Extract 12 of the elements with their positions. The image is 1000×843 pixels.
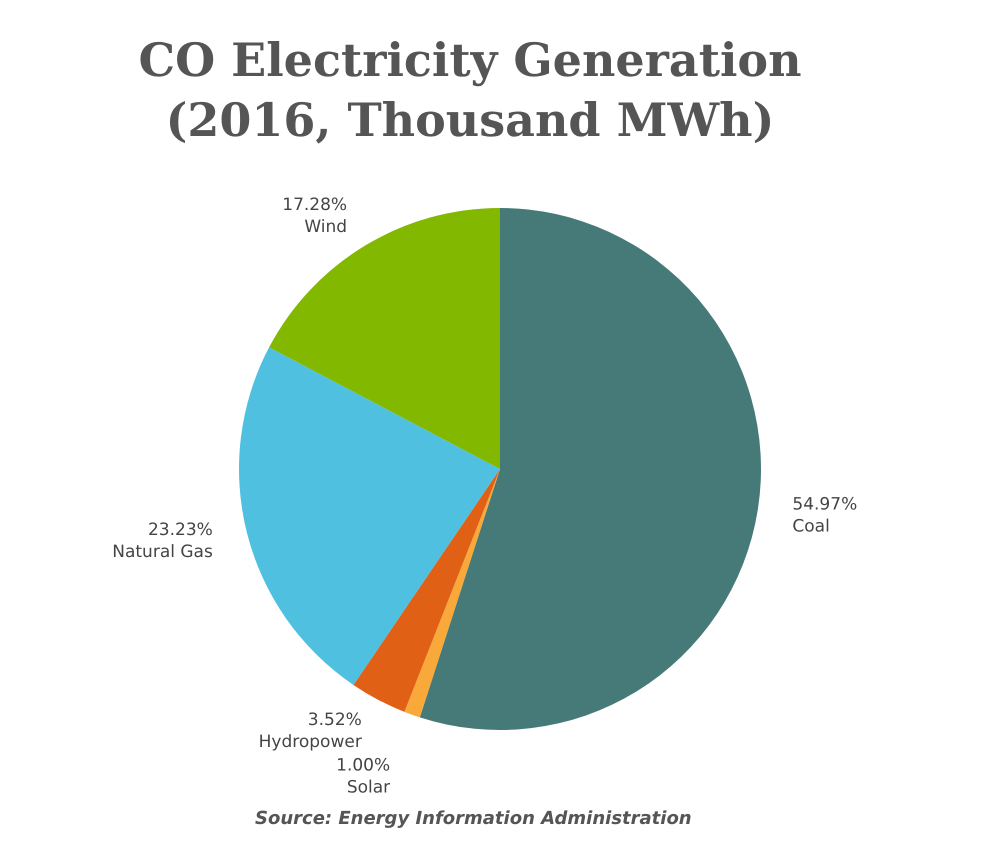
slice-label: Wind [304, 216, 348, 237]
data-label: 17.28% [282, 194, 348, 215]
slice-label: Solar [346, 777, 390, 798]
chart-title: CO Electricity Generation (2016, Thousand MWh) [137, 32, 803, 149]
data-label: 1.00% [336, 755, 390, 776]
slice-label: Natural Gas [112, 542, 213, 562]
data-label: 23.23% [148, 520, 213, 540]
source-note: Source: Energy Information Administration [255, 808, 692, 829]
data-label: 3.52% [308, 710, 362, 730]
slice-label: Hydropower [258, 732, 362, 752]
slice-label: Coal [792, 516, 830, 536]
data-label: 54.97% [792, 494, 858, 514]
